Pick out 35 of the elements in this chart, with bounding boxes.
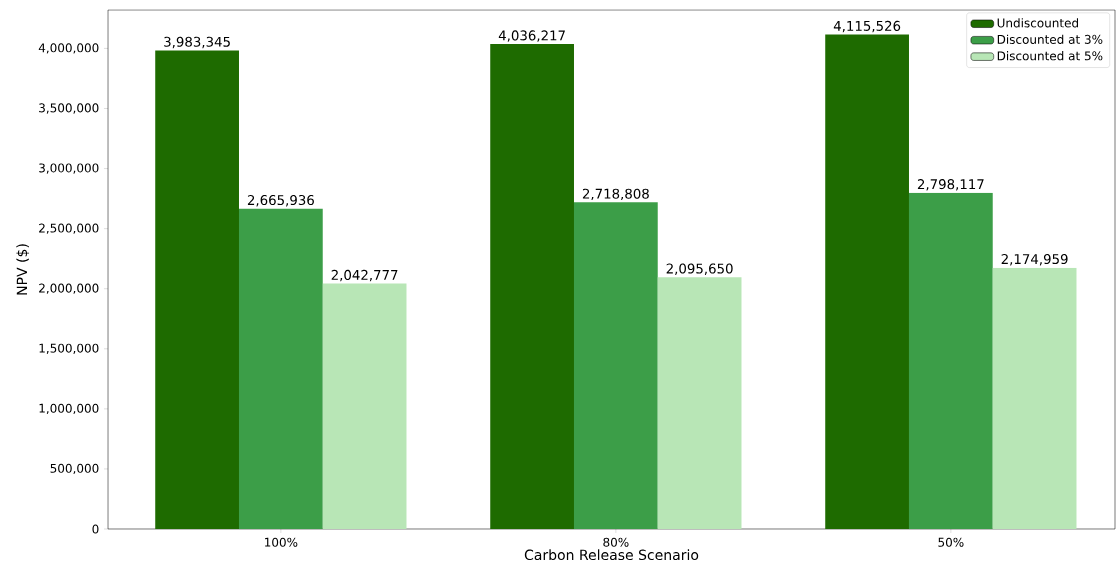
bar bbox=[825, 34, 909, 529]
data-label: 3,983,345 bbox=[164, 36, 230, 49]
legend-label: Discounted at 3% bbox=[997, 34, 1103, 44]
bar bbox=[657, 277, 742, 529]
y-tick-label: 2,500,000 bbox=[39, 223, 99, 234]
bar bbox=[238, 208, 323, 529]
legend-label: Discounted at 5% bbox=[997, 51, 1103, 61]
bar bbox=[490, 44, 574, 529]
data-label: 2,718,808 bbox=[582, 188, 649, 201]
x-tick-label: 100% bbox=[265, 537, 298, 547]
bar bbox=[322, 283, 407, 529]
y-tick-label: 1,000,000 bbox=[39, 403, 99, 415]
data-label: 2,798,117 bbox=[917, 179, 984, 191]
x-tick-label: 50% bbox=[938, 537, 964, 547]
x-axis-title: Carbon Release Scenario bbox=[524, 549, 699, 561]
y-tick-label: 500,000 bbox=[50, 463, 99, 475]
data-label: 2,095,650 bbox=[666, 263, 733, 275]
bar bbox=[908, 192, 993, 529]
bar bbox=[992, 267, 1077, 529]
data-label: 2,174,959 bbox=[1001, 253, 1068, 266]
data-label: 4,036,217 bbox=[498, 30, 565, 42]
x-tick-label: 80% bbox=[603, 537, 629, 547]
y-axis-title: NPV ($) bbox=[16, 244, 30, 295]
y-tick-label: 2,000,000 bbox=[39, 283, 99, 294]
bar bbox=[573, 202, 658, 529]
bar bbox=[155, 50, 239, 529]
y-tick-label: 3,000,000 bbox=[39, 163, 99, 174]
y-tick-label: 1,500,000 bbox=[39, 343, 99, 354]
legend-label: Undiscounted bbox=[997, 18, 1078, 28]
data-label: 4,115,526 bbox=[833, 20, 901, 33]
data-label: 2,042,777 bbox=[331, 269, 398, 282]
y-tick-label: 4,000,000 bbox=[38, 43, 99, 54]
data-label: 2,665,936 bbox=[247, 194, 314, 207]
y-tick-label: 3,500,000 bbox=[39, 103, 99, 114]
y-tick-label: 0 bbox=[92, 524, 99, 534]
